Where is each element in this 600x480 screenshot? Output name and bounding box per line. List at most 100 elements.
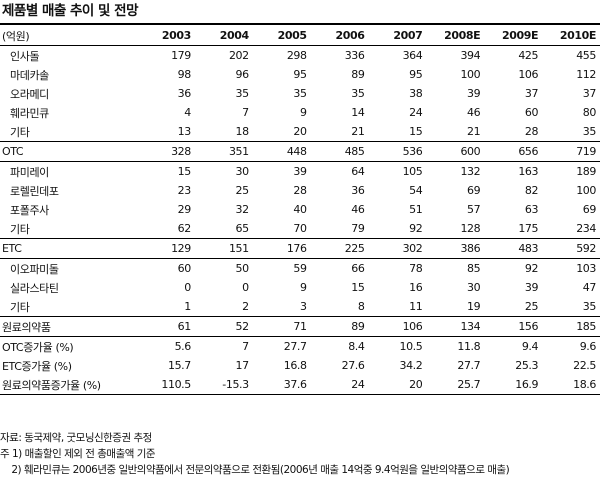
row-label: ETC — [0, 238, 137, 259]
header-row: (억원) 2003 2004 2005 2006 2007 2008E 2009E 2010E — [0, 26, 600, 46]
table-cell: 364 — [402, 49, 423, 62]
table-cell: 21 — [467, 125, 481, 138]
row-label: 기타 — [10, 125, 30, 139]
table-cell: 34.2 — [399, 359, 423, 372]
row-label: 기타 — [10, 300, 30, 314]
table-cell: 5.6 — [137, 336, 195, 356]
table-cell: 23 — [177, 184, 192, 197]
table-cell: 9.6 — [542, 336, 600, 356]
year-header: 2006 — [310, 26, 369, 46]
table-cell: 25.7 — [426, 375, 485, 395]
table-cell: 69 — [582, 203, 597, 216]
table-cell: 2 — [242, 300, 249, 313]
table-row: 파미레이 15 30 39 64 105 132 163 189 — [0, 162, 600, 182]
table-cell: 1 — [184, 300, 191, 313]
table-cell: 27.6 — [341, 359, 365, 372]
table-cell: 89 — [351, 68, 365, 81]
row-label: 인사돌 — [10, 49, 40, 63]
table-cell: 65 — [235, 222, 250, 235]
year-header: 2003 — [137, 26, 195, 46]
footnote-line: 2) 훼라민큐는 2006년중 일반의약품에서 전문의약품으로 전환됨(2006… — [0, 464, 510, 476]
table-cell: 425 — [518, 49, 539, 62]
table-cell: 328 — [137, 141, 195, 162]
table-cell: 80 — [582, 106, 597, 119]
table-cell: 35 — [582, 300, 597, 313]
table-cell: 176 — [252, 238, 311, 259]
table-cell: 35 — [582, 125, 597, 138]
table-cell: 27.7 — [457, 359, 481, 372]
table-cell: 189 — [576, 165, 596, 178]
table-row: 마데카솔 98 96 95 89 95 100 106 112 — [0, 65, 600, 84]
table-cell: 32 — [235, 203, 250, 216]
table-cell: 202 — [228, 49, 249, 62]
table-cell: 59 — [293, 262, 307, 275]
table-cell: 64 — [351, 165, 365, 178]
row-label: 로렐린데포 — [10, 184, 59, 198]
table-row: 원료의약품증가율 (%) 110.5 -15.3 37.6 24 20 25.7 16.9 18… — [0, 375, 600, 395]
table-cell: 95 — [293, 68, 307, 81]
table-cell: 485 — [310, 141, 369, 162]
table-cell: 20 — [293, 125, 307, 138]
table-cell: 112 — [576, 68, 596, 81]
row-label: 원료의약품 — [0, 316, 137, 337]
table-cell: 70 — [293, 222, 307, 235]
row-label: OTC증가율 (%) — [0, 336, 137, 356]
table-cell: 8.4 — [310, 336, 369, 356]
table-cell: 63 — [524, 203, 539, 216]
table-cell: 175 — [518, 222, 539, 235]
table-cell: 106 — [518, 68, 539, 81]
table-cell: 28 — [293, 184, 307, 197]
footnotes: 자료: 동국제약, 굿모닝신한증권 추정 주 1) 매출할인 제외 전 총매출액 … — [0, 430, 600, 478]
table-title: 제품별 매출 추이 및 전망 — [2, 3, 139, 19]
table-cell: 96 — [235, 68, 250, 81]
table-cell: 8 — [357, 300, 365, 313]
table-cell: 25 — [524, 300, 539, 313]
table-cell: 9 — [300, 281, 307, 294]
table-cell: 719 — [542, 141, 600, 162]
table-row: 기타 1 2 3 8 11 19 25 35 — [0, 297, 600, 317]
table-cell: 98 — [177, 68, 192, 81]
table-cell: 62 — [177, 222, 192, 235]
table-cell: 16.9 — [484, 375, 543, 395]
table-cell: 71 — [252, 316, 311, 337]
table-cell: 24 — [409, 106, 423, 119]
table-cell: 89 — [310, 316, 369, 337]
table-cell: 16.8 — [283, 359, 307, 372]
table-cell: 39 — [467, 87, 481, 100]
table-cell: 39 — [524, 281, 539, 294]
table-cell: 36 — [351, 184, 365, 197]
table-cell: 134 — [426, 316, 485, 337]
table-row: 로렐린데포 23 25 28 36 54 69 82 100 — [0, 181, 600, 200]
table-row: 이오파미돌 60 50 59 66 78 85 92 103 — [0, 259, 600, 279]
table-cell: 592 — [542, 238, 600, 259]
table-cell: 28 — [524, 125, 539, 138]
table-cell: 46 — [467, 106, 481, 119]
table-row: ETC증가율 (%) 15.7 17 16.8 27.6 34.2 27.7 25.3 22.5 — [0, 356, 600, 375]
year-header: 2010E — [542, 26, 600, 46]
table-cell: 302 — [368, 238, 427, 259]
row-label: 실라스타틴 — [10, 281, 59, 295]
footnote-line: 주 1) 매출할인 제외 전 총매출액 기준 — [0, 448, 156, 460]
table-cell: 9.4 — [484, 336, 543, 356]
table-cell: 46 — [351, 203, 365, 216]
table-cell: 163 — [518, 165, 539, 178]
table-cell: 100 — [576, 184, 596, 197]
row-label: 기타 — [10, 222, 30, 236]
row-label: 오라메디 — [10, 87, 49, 101]
table-cell: 47 — [582, 281, 597, 294]
table-cell: 15 — [409, 125, 423, 138]
table-cell: 29 — [177, 203, 192, 216]
unit-label: (억원) — [0, 26, 137, 46]
table-cell: 50 — [235, 262, 250, 275]
table-row: ETC 129 151 176 225 302 386 483 592 — [0, 238, 600, 259]
table-cell: 448 — [252, 141, 311, 162]
table-cell: 15 — [351, 281, 365, 294]
table-cell: 25 — [235, 184, 250, 197]
table-cell: 30 — [467, 281, 481, 294]
table-cell: 17 — [235, 359, 250, 372]
table-cell: 21 — [351, 125, 365, 138]
table-cell: 60 — [524, 106, 539, 119]
table-cell: 110.5 — [137, 375, 195, 395]
table-cell: 57 — [467, 203, 481, 216]
row-label: 이오파미돌 — [10, 262, 59, 276]
